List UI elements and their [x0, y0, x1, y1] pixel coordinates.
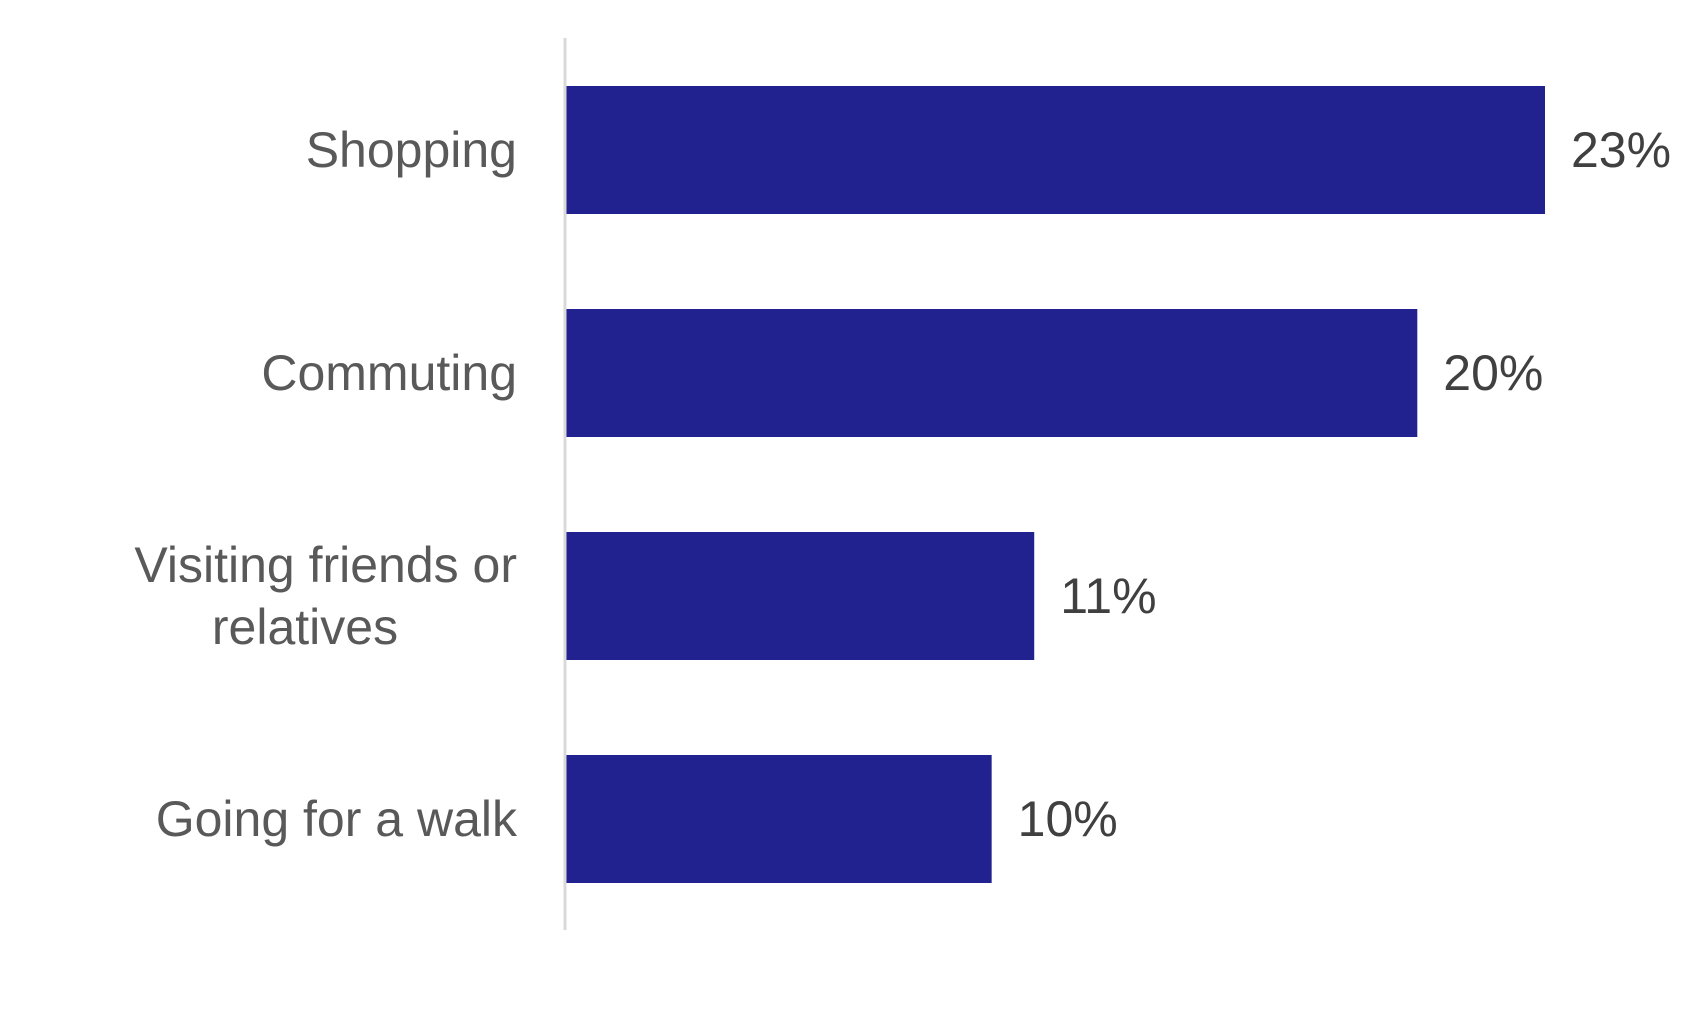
category-label-3: Going for a walk: [156, 791, 518, 847]
category-label-0: Shopping: [306, 122, 517, 178]
bar-1: [566, 309, 1418, 437]
value-label-1: 20%: [1443, 345, 1543, 401]
bar-0: [566, 86, 1545, 214]
category-label-2: Visiting friends or relatives: [134, 537, 517, 655]
bars-group: [566, 86, 1545, 883]
category-label-1: Commuting: [261, 345, 517, 401]
value-label-2: 11%: [1060, 568, 1156, 624]
value-label-0: 23%: [1571, 122, 1671, 178]
bar-3: [566, 755, 992, 883]
bar-2: [566, 532, 1035, 660]
value-labels-group: 23% 20% 11% 10%: [1018, 122, 1671, 847]
value-label-3: 10%: [1018, 791, 1118, 847]
category-labels-group: Shopping Commuting Visiting friends or rela…: [134, 122, 518, 847]
